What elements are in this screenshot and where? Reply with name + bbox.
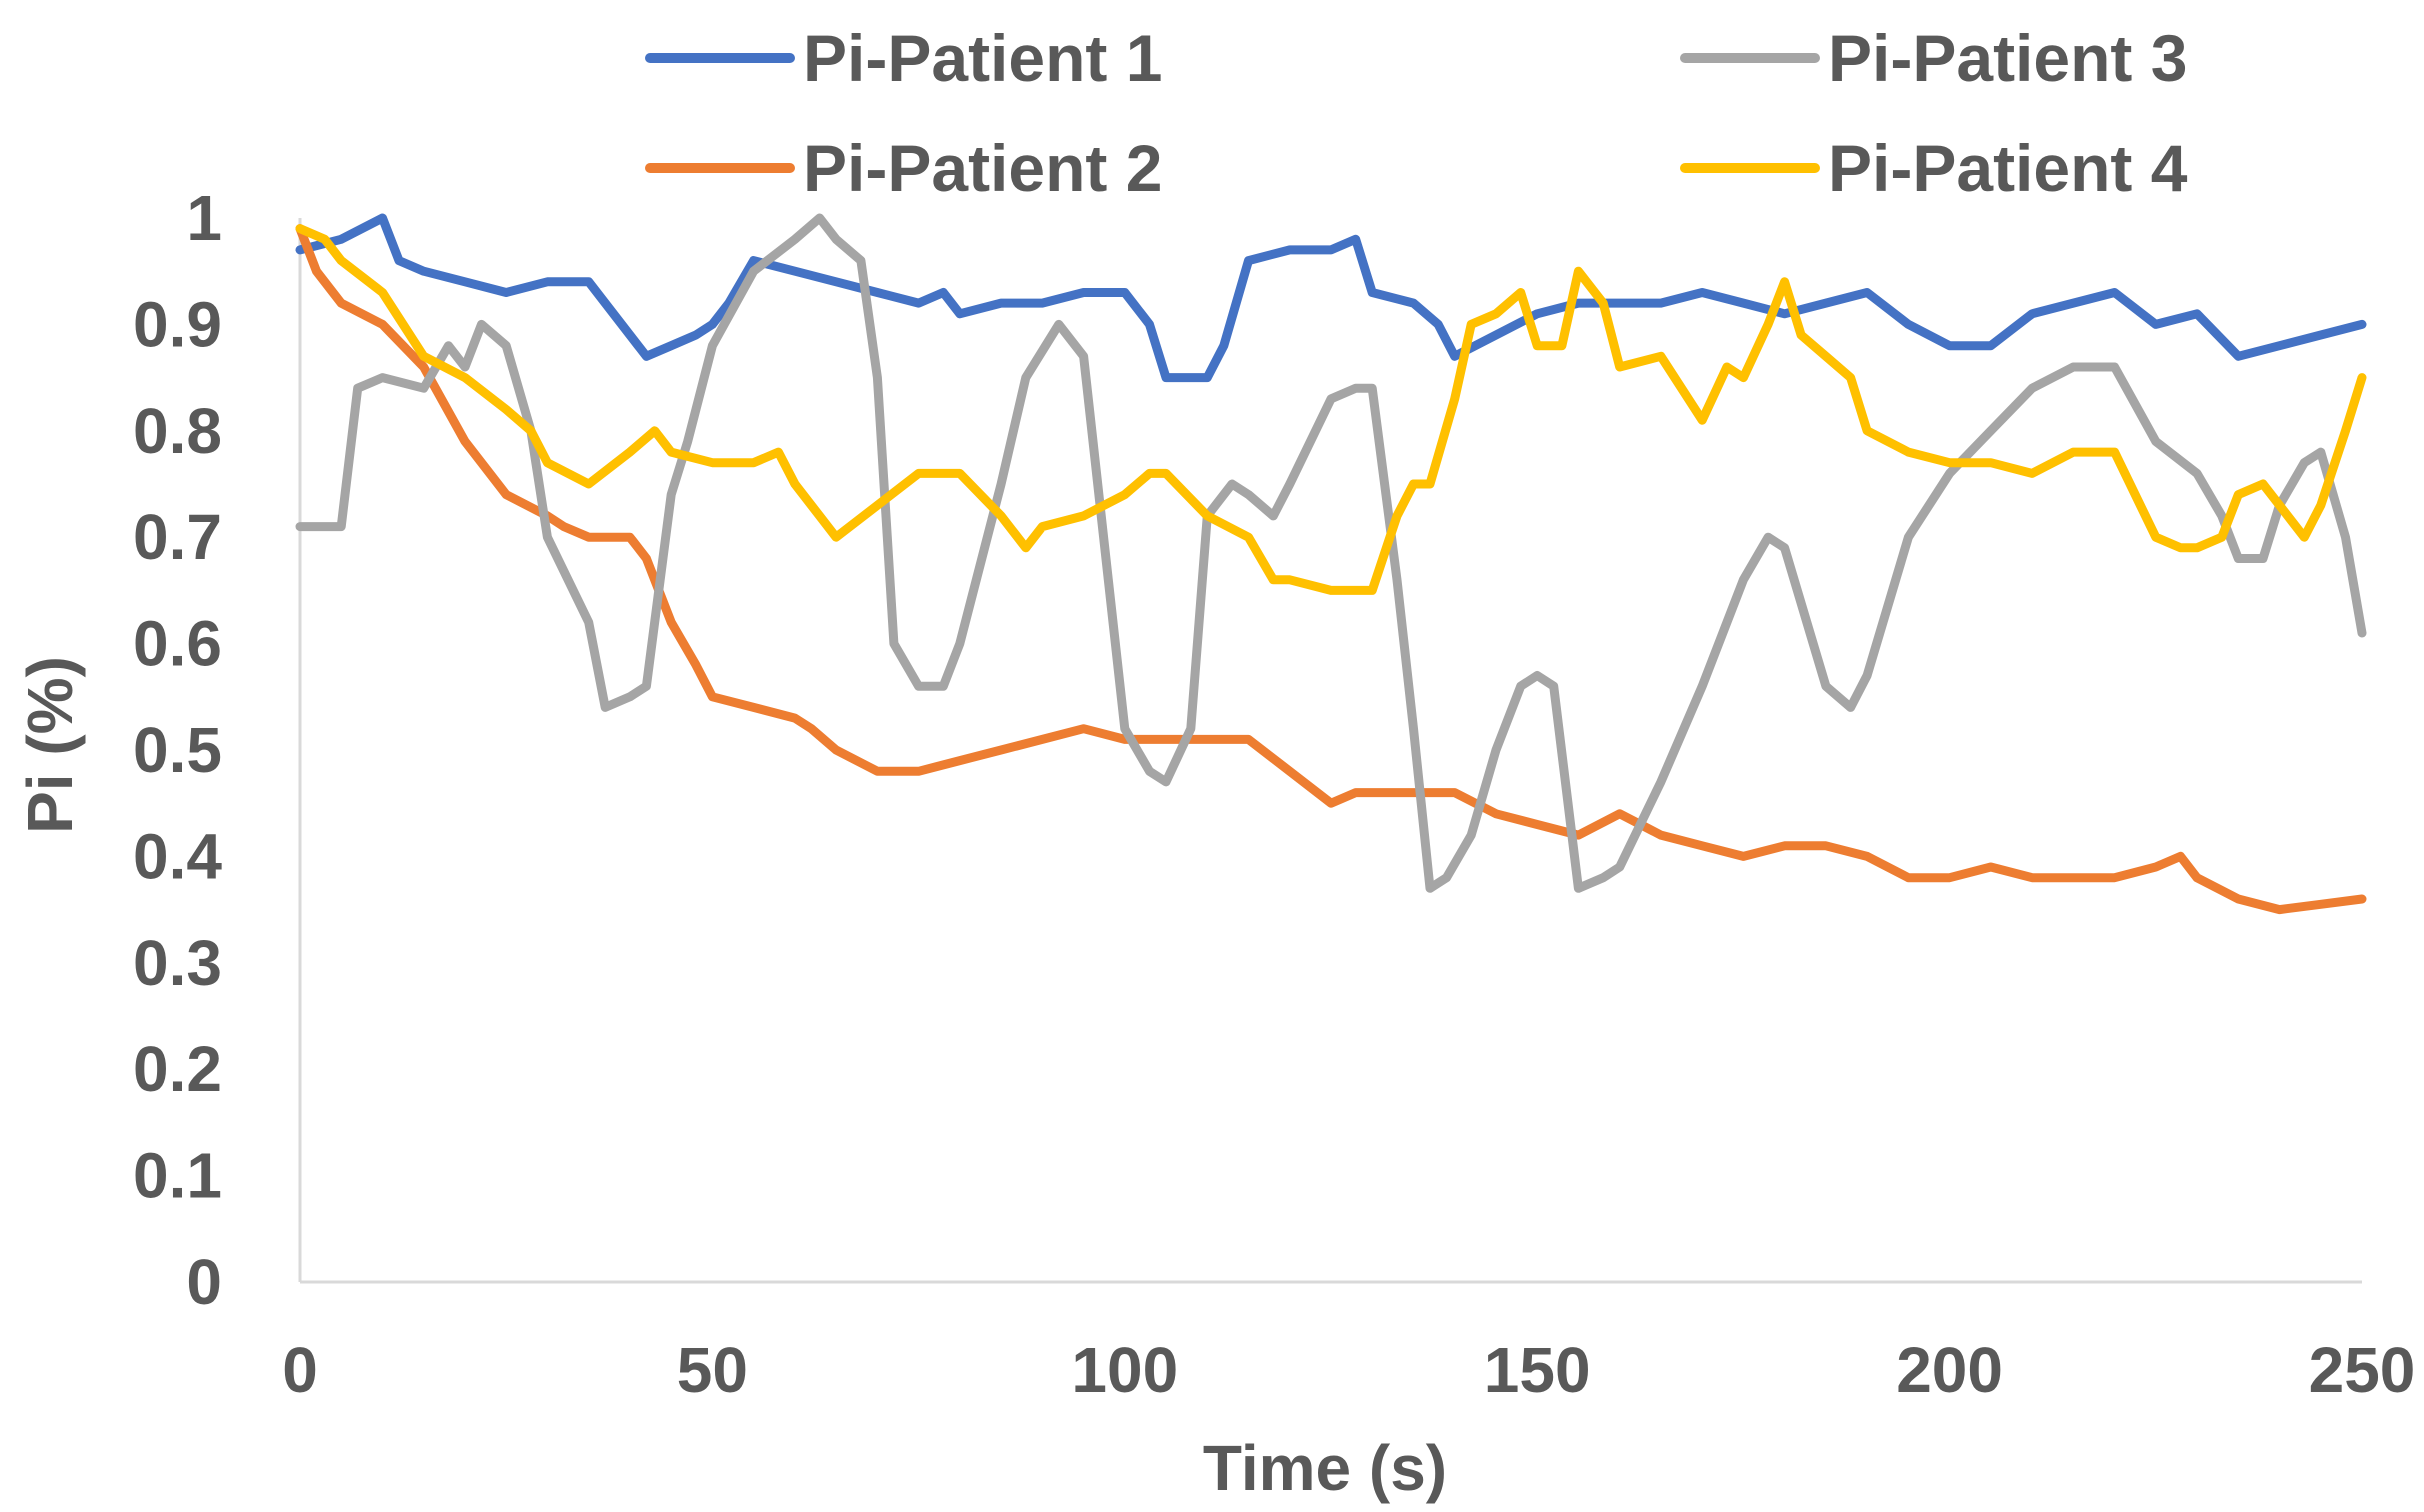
x-tick-label: 50 bbox=[677, 1334, 748, 1406]
x-tick-label: 100 bbox=[1071, 1334, 1178, 1406]
x-tick-label: 250 bbox=[2309, 1334, 2416, 1406]
legend-item-patient-2: Pi-Patient 2 bbox=[645, 131, 1162, 205]
y-tick-label: 0.7 bbox=[133, 501, 222, 573]
x-axis-ticks: 0 50 100 150 200 250 bbox=[282, 1334, 2415, 1406]
y-tick-label: 0.1 bbox=[133, 1140, 222, 1212]
y-tick-label: 1 bbox=[186, 182, 222, 254]
legend-item-patient-4: Pi-Patient 4 bbox=[1680, 131, 2188, 205]
series-line-patient-1 bbox=[295, 213, 2367, 383]
y-tick-label: 0.2 bbox=[133, 1033, 222, 1105]
legend-label-patient-3: Pi-Patient 3 bbox=[1828, 21, 2187, 95]
y-tick-label: 0.9 bbox=[133, 288, 222, 360]
legend-label-patient-2: Pi-Patient 2 bbox=[803, 131, 1162, 205]
x-tick-label: 150 bbox=[1484, 1334, 1591, 1406]
legend-item-patient-3: Pi-Patient 3 bbox=[1680, 21, 2187, 95]
legend-label-patient-4: Pi-Patient 4 bbox=[1828, 131, 2188, 205]
series-line-patient-4 bbox=[295, 224, 2367, 595]
y-tick-label: 0.4 bbox=[133, 820, 222, 892]
x-tick-label: 200 bbox=[1896, 1334, 2003, 1406]
series-line-patient-2 bbox=[295, 224, 2367, 915]
y-tick-label: 0.8 bbox=[133, 395, 222, 467]
legend-item-patient-1: Pi-Patient 1 bbox=[645, 21, 1162, 95]
legend: Pi-Patient 1 Pi-Patient 3 Pi-Patient 2 P… bbox=[645, 21, 2188, 205]
y-tick-label: 0.5 bbox=[133, 714, 222, 786]
y-axis-ticks: 0 0.1 0.2 0.3 0.4 0.5 0.6 0.7 0.8 0.9 1 bbox=[133, 182, 222, 1318]
series-layer bbox=[295, 213, 2367, 915]
y-tick-label: 0.6 bbox=[133, 608, 222, 680]
legend-label-patient-1: Pi-Patient 1 bbox=[803, 21, 1162, 95]
y-axis-title: Pi (%) bbox=[14, 656, 86, 834]
y-tick-label: 0.3 bbox=[133, 927, 222, 999]
y-tick-label: 0 bbox=[186, 1246, 222, 1318]
series-line-patient-3 bbox=[295, 213, 2367, 893]
x-axis-title: Time (s) bbox=[1203, 1432, 1447, 1504]
x-tick-label: 0 bbox=[282, 1334, 318, 1406]
